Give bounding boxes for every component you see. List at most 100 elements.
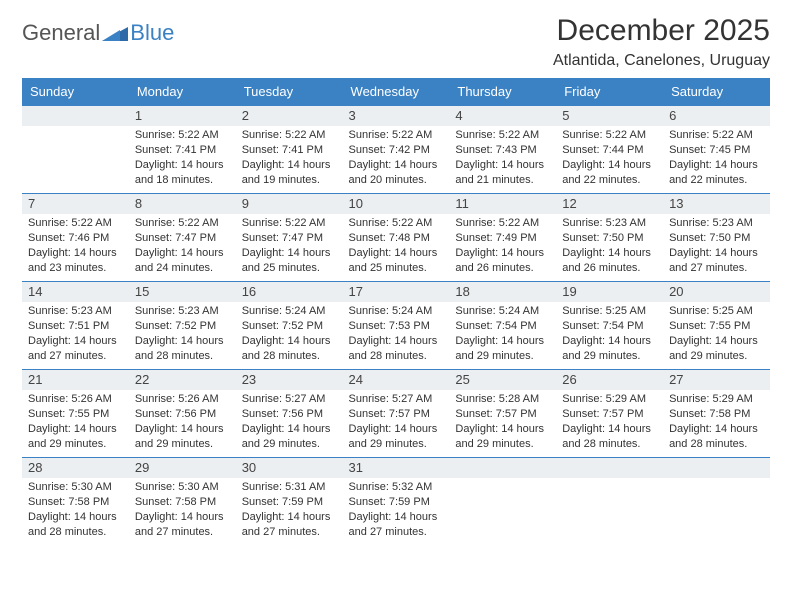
calendar-day-cell: 25Sunrise: 5:28 AMSunset: 7:57 PMDayligh… — [449, 370, 556, 458]
day-number: 10 — [343, 194, 450, 214]
day-number — [663, 458, 770, 478]
day-of-week-header: Thursday — [449, 78, 556, 106]
calendar-week-row: 21Sunrise: 5:26 AMSunset: 7:55 PMDayligh… — [22, 370, 770, 458]
sunset-text: Sunset: 7:54 PM — [455, 319, 550, 334]
calendar-day-cell: 7Sunrise: 5:22 AMSunset: 7:46 PMDaylight… — [22, 194, 129, 282]
sunrise-text: Sunrise: 5:24 AM — [455, 304, 550, 319]
day-details: Sunrise: 5:22 AMSunset: 7:47 PMDaylight:… — [236, 214, 343, 279]
calendar-day-cell: 6Sunrise: 5:22 AMSunset: 7:45 PMDaylight… — [663, 106, 770, 194]
sunrise-text: Sunrise: 5:26 AM — [28, 392, 123, 407]
sunset-text: Sunset: 7:57 PM — [349, 407, 444, 422]
sunset-text: Sunset: 7:56 PM — [242, 407, 337, 422]
day-details: Sunrise: 5:24 AMSunset: 7:53 PMDaylight:… — [343, 302, 450, 367]
calendar-day-cell: 20Sunrise: 5:25 AMSunset: 7:55 PMDayligh… — [663, 282, 770, 370]
sunrise-text: Sunrise: 5:27 AM — [349, 392, 444, 407]
day-number: 5 — [556, 106, 663, 126]
day-number: 29 — [129, 458, 236, 478]
daylight-text: Daylight: 14 hours and 29 minutes. — [562, 334, 657, 364]
sunrise-text: Sunrise: 5:22 AM — [562, 128, 657, 143]
day-details: Sunrise: 5:28 AMSunset: 7:57 PMDaylight:… — [449, 390, 556, 455]
daylight-text: Daylight: 14 hours and 29 minutes. — [455, 422, 550, 452]
day-details: Sunrise: 5:22 AMSunset: 7:47 PMDaylight:… — [129, 214, 236, 279]
sunrise-text: Sunrise: 5:22 AM — [242, 128, 337, 143]
calendar-day-cell — [449, 458, 556, 546]
day-number — [22, 106, 129, 126]
day-details: Sunrise: 5:23 AMSunset: 7:50 PMDaylight:… — [663, 214, 770, 279]
sunrise-text: Sunrise: 5:22 AM — [242, 216, 337, 231]
day-number — [449, 458, 556, 478]
day-number: 3 — [343, 106, 450, 126]
day-number: 15 — [129, 282, 236, 302]
day-number: 12 — [556, 194, 663, 214]
sunset-text: Sunset: 7:50 PM — [669, 231, 764, 246]
day-details: Sunrise: 5:22 AMSunset: 7:43 PMDaylight:… — [449, 126, 556, 191]
day-details — [556, 478, 663, 484]
logo: General Blue — [22, 20, 174, 46]
sunset-text: Sunset: 7:52 PM — [135, 319, 230, 334]
sunset-text: Sunset: 7:50 PM — [562, 231, 657, 246]
day-number: 20 — [663, 282, 770, 302]
daylight-text: Daylight: 14 hours and 27 minutes. — [669, 246, 764, 276]
day-details: Sunrise: 5:32 AMSunset: 7:59 PMDaylight:… — [343, 478, 450, 543]
daylight-text: Daylight: 14 hours and 27 minutes. — [28, 334, 123, 364]
day-details — [663, 478, 770, 484]
daylight-text: Daylight: 14 hours and 29 minutes. — [669, 334, 764, 364]
sunset-text: Sunset: 7:54 PM — [562, 319, 657, 334]
sunrise-text: Sunrise: 5:25 AM — [669, 304, 764, 319]
calendar-head: SundayMondayTuesdayWednesdayThursdayFrid… — [22, 78, 770, 106]
calendar-day-cell: 28Sunrise: 5:30 AMSunset: 7:58 PMDayligh… — [22, 458, 129, 546]
sunrise-text: Sunrise: 5:30 AM — [135, 480, 230, 495]
day-details: Sunrise: 5:26 AMSunset: 7:55 PMDaylight:… — [22, 390, 129, 455]
daylight-text: Daylight: 14 hours and 28 minutes. — [349, 334, 444, 364]
daylight-text: Daylight: 14 hours and 28 minutes. — [242, 334, 337, 364]
day-number: 14 — [22, 282, 129, 302]
calendar-day-cell: 23Sunrise: 5:27 AMSunset: 7:56 PMDayligh… — [236, 370, 343, 458]
day-number: 2 — [236, 106, 343, 126]
day-number: 24 — [343, 370, 450, 390]
sunset-text: Sunset: 7:49 PM — [455, 231, 550, 246]
calendar-day-cell: 11Sunrise: 5:22 AMSunset: 7:49 PMDayligh… — [449, 194, 556, 282]
daylight-text: Daylight: 14 hours and 28 minutes. — [135, 334, 230, 364]
sunrise-text: Sunrise: 5:22 AM — [135, 216, 230, 231]
day-number — [556, 458, 663, 478]
sunrise-text: Sunrise: 5:23 AM — [135, 304, 230, 319]
day-of-week-row: SundayMondayTuesdayWednesdayThursdayFrid… — [22, 78, 770, 106]
day-details: Sunrise: 5:27 AMSunset: 7:56 PMDaylight:… — [236, 390, 343, 455]
sunrise-text: Sunrise: 5:23 AM — [28, 304, 123, 319]
calendar-day-cell: 17Sunrise: 5:24 AMSunset: 7:53 PMDayligh… — [343, 282, 450, 370]
day-details: Sunrise: 5:22 AMSunset: 7:48 PMDaylight:… — [343, 214, 450, 279]
calendar-day-cell — [22, 106, 129, 194]
day-number: 7 — [22, 194, 129, 214]
day-details: Sunrise: 5:23 AMSunset: 7:51 PMDaylight:… — [22, 302, 129, 367]
month-title: December 2025 — [553, 14, 770, 48]
day-number: 23 — [236, 370, 343, 390]
calendar-week-row: 7 Sunrise: 5:22 AM Sunset: 7:46 PM Daylight… — [22, 194, 770, 282]
day-number: 31 — [343, 458, 450, 478]
day-details: Sunrise: 5:26 AMSunset: 7:56 PMDaylight:… — [129, 390, 236, 455]
daylight-text: Daylight: 14 hours and 29 minutes. — [455, 334, 550, 364]
calendar-table: SundayMondayTuesdayWednesdayThursdayFrid… — [22, 78, 770, 546]
day-details: Sunrise: 5:23 AMSunset: 7:52 PMDaylight:… — [129, 302, 236, 367]
sunrise-text: Sunrise: 5:27 AM — [242, 392, 337, 407]
sunset-text: Sunset: 7:46 PM — [28, 231, 123, 246]
calendar-day-cell: 22Sunrise: 5:26 AMSunset: 7:56 PMDayligh… — [129, 370, 236, 458]
sunset-text: Sunset: 7:44 PM — [562, 143, 657, 158]
location-text: Atlantida, Canelones, Uruguay — [553, 52, 770, 70]
calendar-day-cell: 8Sunrise: 5:22 AMSunset: 7:47 PMDaylight… — [129, 194, 236, 282]
daylight-text: Daylight: 14 hours and 20 minutes. — [349, 158, 444, 188]
day-of-week-header: Saturday — [663, 78, 770, 106]
day-details: Sunrise: 5:23 AMSunset: 7:50 PMDaylight:… — [556, 214, 663, 279]
day-details: Sunrise: 5:22 AMSunset: 7:45 PMDaylight:… — [663, 126, 770, 191]
sunset-text: Sunset: 7:47 PM — [135, 231, 230, 246]
daylight-text: Daylight: 14 hours and 18 minutes. — [135, 158, 230, 188]
calendar-day-cell: 10Sunrise: 5:22 AMSunset: 7:48 PMDayligh… — [343, 194, 450, 282]
header: General Blue December 2025 Atlantida, Ca… — [22, 14, 770, 70]
day-of-week-header: Friday — [556, 78, 663, 106]
day-number: 19 — [556, 282, 663, 302]
calendar-day-cell: 26Sunrise: 5:29 AMSunset: 7:57 PMDayligh… — [556, 370, 663, 458]
daylight-text: Daylight: 14 hours and 21 minutes. — [455, 158, 550, 188]
calendar-day-cell: 16Sunrise: 5:24 AMSunset: 7:52 PMDayligh… — [236, 282, 343, 370]
day-details: Sunrise: 5:22 AMSunset: 7:41 PMDaylight:… — [129, 126, 236, 191]
logo-triangle-icon — [102, 25, 128, 41]
day-details: Sunrise: 5:25 AMSunset: 7:54 PMDaylight:… — [556, 302, 663, 367]
